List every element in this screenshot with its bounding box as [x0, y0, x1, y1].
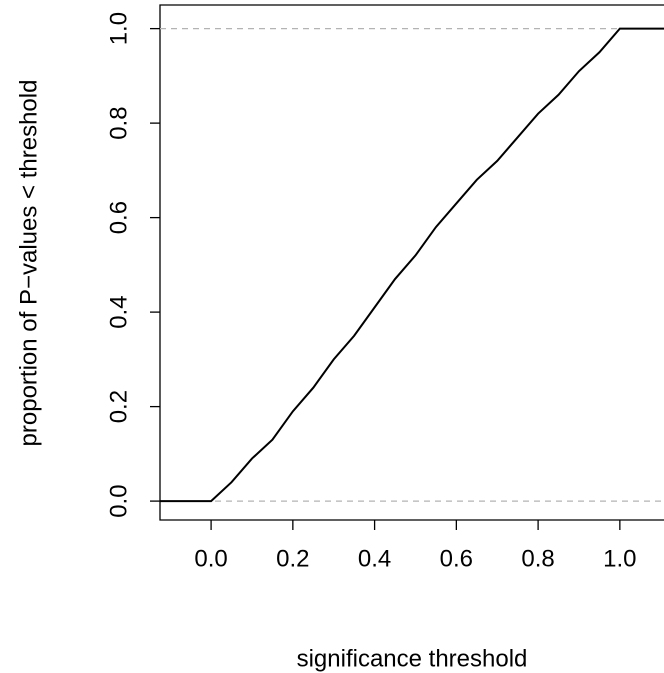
y-axis-label: proportion of P−values < threshold	[15, 80, 42, 447]
x-tick-label: 0.8	[521, 545, 554, 572]
y-tick-label: 0.4	[105, 295, 132, 328]
ecdf-line	[160, 27, 664, 503]
x-tick-label: 0.2	[276, 545, 309, 572]
x-tick-label: 0.6	[440, 545, 473, 572]
y-tick-label: 1.0	[105, 12, 132, 45]
y-tick-label: 0.2	[105, 390, 132, 423]
x-tick-label: 0.4	[358, 545, 391, 572]
x-tick-label: 0.0	[194, 545, 227, 572]
plot-frame	[159, 4, 664, 521]
y-tick-label: 0.6	[105, 201, 132, 234]
x-tick-label: 1.0	[603, 545, 636, 572]
x-axis-label: significance threshold	[297, 645, 528, 672]
y-tick-label: 0.0	[105, 484, 132, 517]
y-tick-label: 0.8	[105, 106, 132, 139]
